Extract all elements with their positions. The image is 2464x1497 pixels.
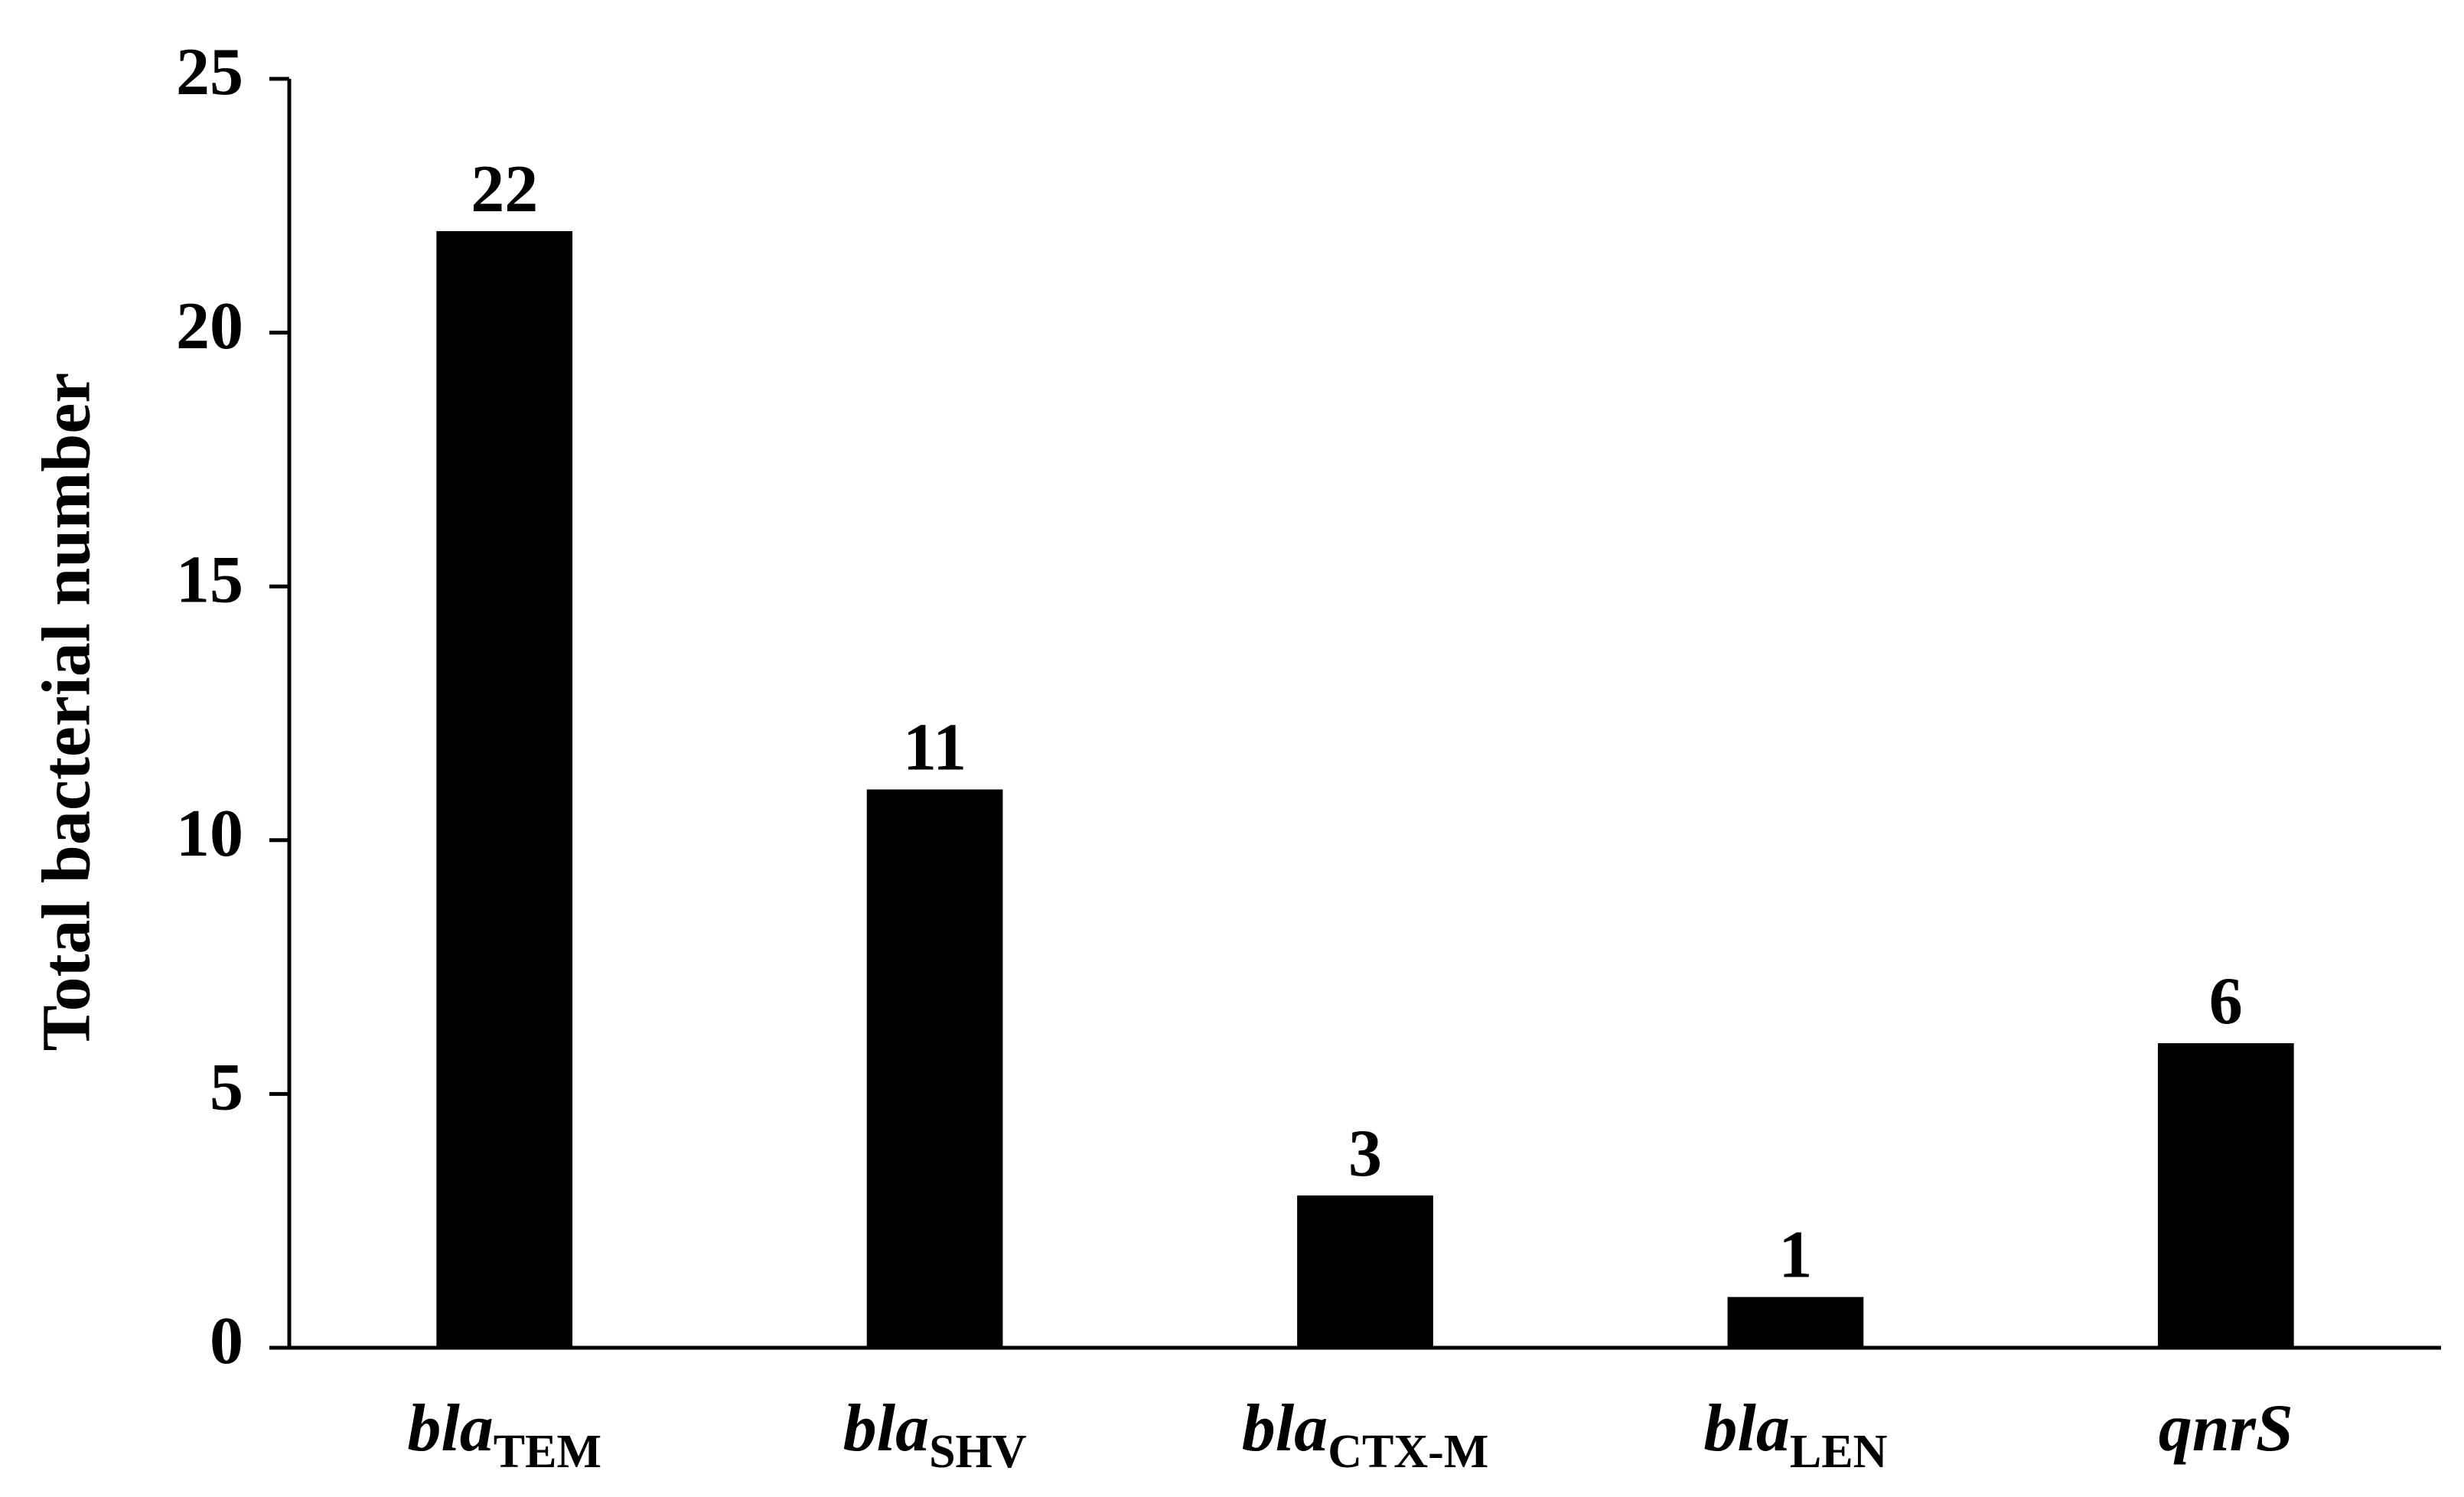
y-axis-label: Total bacterial number	[29, 373, 105, 1052]
x-tick-label: blaSHV	[843, 1391, 1027, 1478]
bar	[1727, 1296, 1864, 1348]
x-tick-label: qnrS	[2159, 1391, 2293, 1466]
y-tick-label: 25	[176, 35, 243, 109]
x-tick-label: blaTEM	[407, 1391, 601, 1478]
category-subscript: TEM	[494, 1426, 601, 1478]
value-label: 1	[1778, 1218, 1812, 1293]
y-tick-label: 20	[176, 289, 243, 364]
category-name: qnrS	[2159, 1391, 2293, 1466]
y-tick-label: 10	[176, 797, 243, 871]
value-label: 22	[471, 152, 538, 227]
category-subscript: CTX-M	[1328, 1426, 1488, 1478]
category-name: bla	[1242, 1391, 1328, 1466]
category-name: bla	[1703, 1391, 1789, 1466]
bar	[2157, 1043, 2294, 1348]
value-label: 6	[2209, 964, 2243, 1039]
category-subscript: SHV	[929, 1426, 1027, 1478]
bar	[436, 230, 573, 1349]
category-subscript: LEN	[1790, 1426, 1887, 1478]
x-tick-label: blaCTX-M	[1242, 1391, 1489, 1478]
y-tick-label: 15	[176, 543, 243, 617]
value-label: 3	[1348, 1117, 1382, 1191]
category-name: bla	[843, 1391, 929, 1466]
y-tick-label: 0	[210, 1304, 243, 1378]
y-tick-label: 5	[210, 1051, 243, 1125]
x-tick-label: blaLEN	[1703, 1391, 1887, 1478]
value-label: 11	[903, 710, 966, 784]
category-name: bla	[407, 1391, 493, 1466]
bar	[1297, 1195, 1433, 1348]
bar	[866, 789, 1003, 1348]
